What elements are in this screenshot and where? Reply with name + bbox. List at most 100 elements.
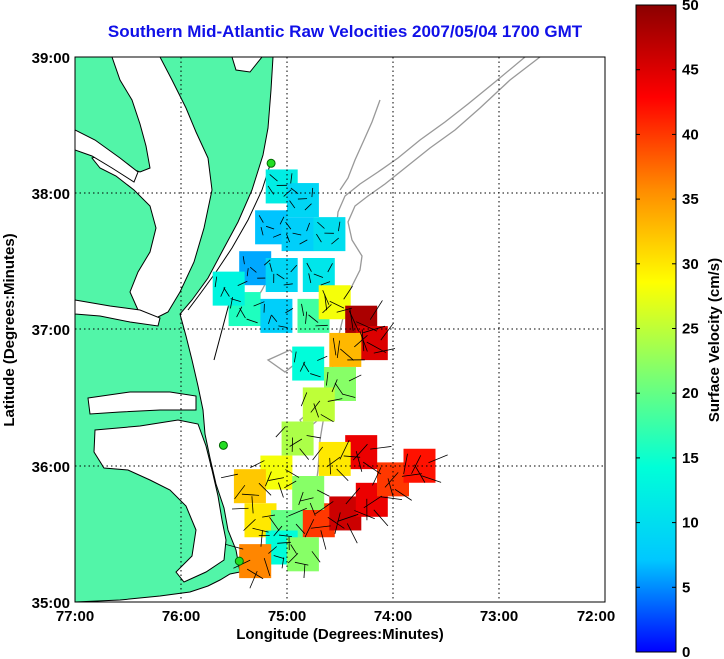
velocity-vector [285,221,292,230]
velocity-vector [303,564,306,579]
velocity-vector [214,276,218,288]
velocity-vector [324,294,328,311]
pamlico-sound [93,419,227,583]
velocity-vector [337,513,359,522]
colorbar-tick-label: 40 [682,126,699,143]
velocity-vector [384,472,399,488]
velocity-cell [260,298,293,333]
velocity-vector [267,185,275,195]
velocity-vector [316,233,322,243]
velocity-vector [301,303,305,317]
velocity-vector [260,530,263,547]
velocity-cell [286,183,319,218]
colorbar-tick-label: 10 [682,515,699,532]
velocity-vector [326,371,329,386]
velocity-vector [269,517,280,531]
velocity-vector [317,355,328,361]
velocity-cell [233,469,266,504]
velocity-vector [320,414,334,423]
velocity-vector [336,307,353,313]
velocity-vector [304,203,312,211]
velocity-vector [336,340,341,358]
velocity-vector [263,259,271,266]
velocity-vector [310,373,321,378]
velocity-vector [273,525,283,537]
velocity-cell [302,387,335,422]
velocity-vectors [214,173,448,589]
velocity-vector [340,348,354,361]
y-axis: 39:00 38:00 37:00 36:00 35:00 Latitude (… [1,50,70,612]
velocity-vector [272,233,282,238]
velocity-vector [268,315,272,325]
velocity-cell [292,476,325,510]
velocity-vector [327,398,343,402]
velocity-vector [317,489,330,497]
velocity-vector [288,507,307,517]
y-tick-label: 36:00 [32,459,70,476]
velocity-vector [311,187,314,198]
velocity-vector [306,435,321,439]
velocity-vector [236,306,243,318]
colorbar-tick-label: 45 [682,62,699,79]
velocity-cell [281,421,314,456]
velocity-vector [268,546,277,554]
velocity-vector [252,527,269,533]
y-tick-label: 38:00 [32,186,70,203]
velocity-vector [327,516,345,529]
velocity-vector [338,221,341,232]
colorbar-tick-label: 30 [682,256,699,273]
velocity-vector [308,314,319,323]
velocity-cell [286,537,319,572]
velocity-vector [275,426,286,438]
x-tick-label: 76:00 [162,608,200,625]
velocity-vector [269,262,273,272]
y-tick-label: 39:00 [32,50,70,67]
velocity-vector [265,471,272,487]
velocity-vector [331,237,339,245]
velocity-vector [305,311,308,324]
velocity-vector [299,239,308,245]
velocity-vector [343,455,361,458]
velocity-vector [373,348,396,354]
velocity-vector [309,502,316,516]
velocity-vector [334,512,341,534]
velocity-vector [363,325,386,334]
velocity-vector [421,475,442,483]
velocity-vector [300,497,314,502]
velocity-vector [241,493,260,496]
velocity-vector [281,557,285,569]
velocity-vector [336,468,349,482]
colorbar-tick-label: 25 [682,321,699,338]
velocity-vector [230,298,241,302]
velocity-vector [317,221,325,229]
velocity-vector [380,496,403,501]
velocity-vector [414,464,426,483]
velocity-vector [277,541,291,544]
velocity-vector [220,286,226,297]
velocity-vector [329,300,345,309]
velocity-vector [298,491,304,506]
velocity-vector [313,273,324,278]
velocity-vector [345,487,361,505]
velocity-vector [285,308,294,314]
velocity-vector [380,322,395,341]
velocity-vector [290,264,298,273]
y-tick-label: 35:00 [32,595,70,612]
velocity-vector [299,448,310,460]
velocity-vector [314,501,334,515]
velocity-vector [278,325,288,328]
velocity-vector [284,480,297,489]
colorbar-tick-label: 20 [682,385,699,402]
velocity-vector [320,281,331,286]
velocity-vector [273,555,285,560]
velocity-vector [411,455,422,474]
velocity-vector [283,283,293,286]
velocity-vector [370,446,392,450]
radar-station-marker [218,440,228,450]
velocity-vector [243,518,256,531]
velocity-vector [403,453,408,475]
velocity-vector [394,489,412,501]
velocity-vector [339,439,350,460]
